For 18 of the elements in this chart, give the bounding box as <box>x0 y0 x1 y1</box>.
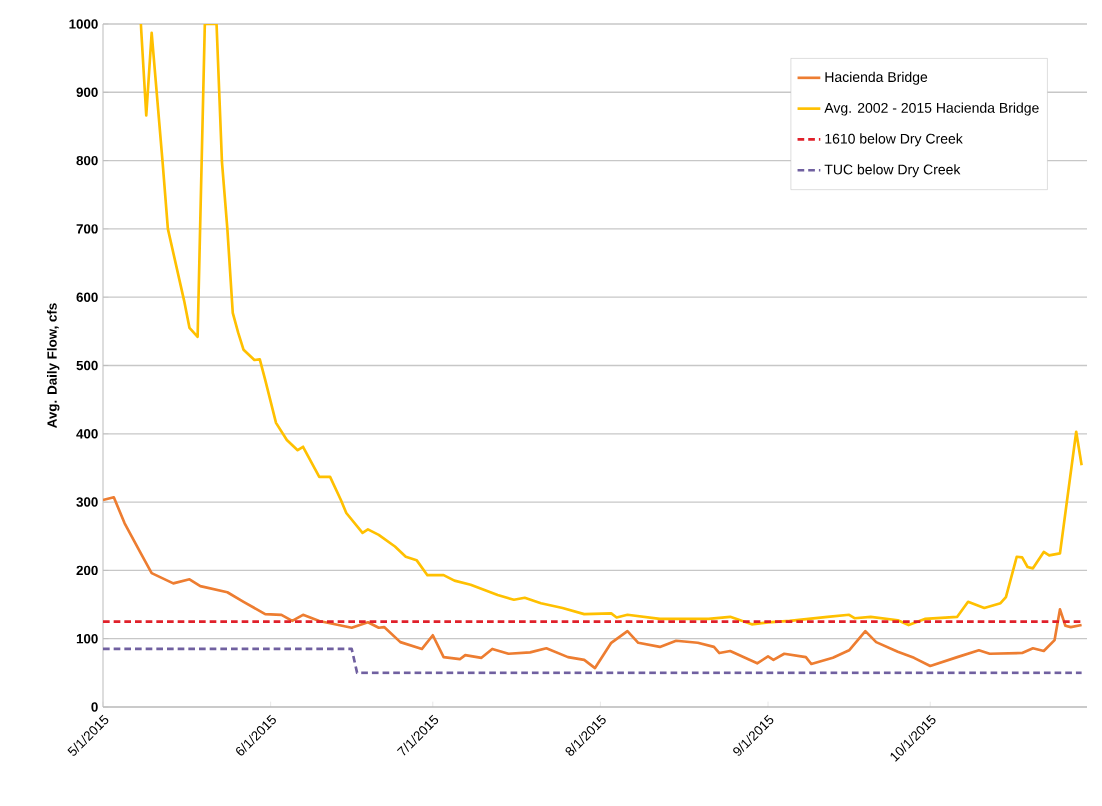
y-tick-label: 1000 <box>69 19 98 29</box>
legend-label: 1610 below Dry Creek <box>825 133 963 147</box>
y-tick-label: 600 <box>76 292 98 302</box>
y-tick-label: 500 <box>76 360 98 371</box>
y-tick-label: 100 <box>76 633 98 644</box>
line-series <box>103 495 1083 670</box>
y-tick-label: 200 <box>76 565 98 576</box>
legend-label: TUC below Dry Creek <box>824 164 961 178</box>
legend-label: Hacienda Bridge <box>825 71 928 85</box>
legend-label: Avg. 2002 - 2015 Hacienda Bridge <box>824 102 1039 116</box>
line-series <box>139 23 1083 627</box>
y-tick-label: 800 <box>76 155 98 166</box>
y-tick-label: 300 <box>76 497 98 507</box>
y-tick-label: 700 <box>76 224 98 234</box>
y-axis-title: Avg. Daily Flow, cfs <box>46 303 60 428</box>
y-tick-label: 0 <box>91 702 98 712</box>
y-tick-label: 900 <box>76 87 98 97</box>
y-tick-label: 400 <box>76 429 98 439</box>
